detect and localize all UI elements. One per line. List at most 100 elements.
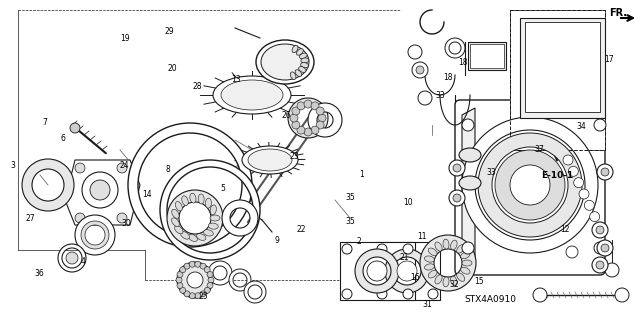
- Text: 13: 13: [230, 75, 241, 84]
- Text: 18: 18: [444, 73, 452, 82]
- Bar: [510, 10, 605, 150]
- Circle shape: [180, 287, 186, 293]
- Circle shape: [615, 288, 629, 302]
- Text: 16: 16: [410, 273, 420, 282]
- Polygon shape: [65, 160, 140, 225]
- Circle shape: [563, 155, 573, 165]
- Ellipse shape: [451, 240, 457, 250]
- Text: 7: 7: [42, 118, 47, 127]
- Wedge shape: [22, 159, 74, 211]
- Ellipse shape: [300, 53, 307, 59]
- Bar: [340, 242, 415, 300]
- Text: 37: 37: [534, 145, 544, 154]
- Circle shape: [573, 178, 584, 188]
- Ellipse shape: [221, 80, 283, 110]
- Ellipse shape: [261, 44, 309, 80]
- Bar: [510, 10, 605, 150]
- Circle shape: [592, 257, 608, 273]
- Circle shape: [297, 102, 305, 110]
- Bar: [468, 42, 506, 70]
- Circle shape: [449, 190, 465, 206]
- Text: 3: 3: [10, 161, 15, 170]
- Wedge shape: [445, 38, 465, 58]
- Wedge shape: [495, 150, 565, 220]
- Ellipse shape: [248, 149, 292, 171]
- Ellipse shape: [242, 146, 298, 174]
- Ellipse shape: [296, 49, 303, 55]
- Ellipse shape: [457, 245, 465, 253]
- Text: 19: 19: [120, 34, 130, 43]
- Ellipse shape: [204, 230, 213, 236]
- Circle shape: [533, 288, 547, 302]
- Text: 29: 29: [164, 27, 175, 36]
- Circle shape: [117, 163, 127, 173]
- Circle shape: [596, 261, 604, 269]
- Circle shape: [90, 180, 110, 200]
- Ellipse shape: [175, 226, 183, 234]
- Circle shape: [177, 262, 213, 298]
- Text: 20: 20: [168, 64, 178, 73]
- Circle shape: [403, 289, 413, 299]
- Circle shape: [207, 271, 213, 278]
- Circle shape: [177, 282, 183, 288]
- Ellipse shape: [175, 202, 182, 211]
- Text: 14: 14: [142, 190, 152, 199]
- Ellipse shape: [301, 63, 308, 68]
- Circle shape: [453, 164, 461, 172]
- Circle shape: [408, 45, 422, 59]
- Circle shape: [184, 263, 190, 269]
- Circle shape: [204, 287, 211, 293]
- Text: 35: 35: [346, 217, 356, 226]
- Circle shape: [189, 261, 195, 267]
- Circle shape: [200, 263, 206, 269]
- Ellipse shape: [459, 176, 481, 190]
- Circle shape: [342, 244, 352, 254]
- Ellipse shape: [435, 275, 442, 284]
- Text: 12: 12: [560, 225, 569, 234]
- Circle shape: [367, 261, 387, 281]
- Circle shape: [412, 62, 428, 78]
- Circle shape: [208, 277, 214, 283]
- Circle shape: [342, 289, 352, 299]
- Circle shape: [566, 246, 578, 258]
- Circle shape: [75, 213, 85, 223]
- Ellipse shape: [428, 248, 437, 256]
- Ellipse shape: [291, 72, 296, 79]
- Wedge shape: [167, 190, 223, 246]
- Text: 21: 21: [400, 253, 409, 262]
- Wedge shape: [128, 123, 252, 247]
- Circle shape: [311, 126, 319, 134]
- Wedge shape: [244, 281, 266, 303]
- Ellipse shape: [462, 260, 472, 266]
- Circle shape: [377, 289, 387, 299]
- Wedge shape: [478, 133, 582, 237]
- Ellipse shape: [301, 58, 309, 63]
- Ellipse shape: [208, 223, 218, 229]
- Text: 5: 5: [220, 184, 225, 193]
- Ellipse shape: [299, 67, 306, 72]
- Wedge shape: [462, 117, 598, 253]
- Circle shape: [189, 293, 195, 299]
- FancyBboxPatch shape: [455, 100, 605, 275]
- Circle shape: [117, 213, 127, 223]
- Ellipse shape: [459, 148, 481, 162]
- Text: STX4A0910: STX4A0910: [464, 295, 516, 305]
- Ellipse shape: [443, 239, 449, 249]
- Wedge shape: [229, 269, 251, 291]
- Bar: [375, 242, 440, 300]
- Wedge shape: [288, 98, 328, 138]
- Ellipse shape: [428, 271, 437, 278]
- Circle shape: [316, 121, 324, 129]
- Circle shape: [195, 293, 201, 299]
- Text: 6: 6: [60, 134, 65, 143]
- Circle shape: [601, 168, 609, 176]
- Wedge shape: [308, 103, 342, 137]
- Circle shape: [594, 242, 606, 254]
- Bar: [470, 44, 504, 68]
- Circle shape: [200, 291, 206, 297]
- Ellipse shape: [256, 40, 314, 84]
- Circle shape: [453, 194, 461, 202]
- Circle shape: [290, 114, 298, 122]
- Circle shape: [462, 242, 474, 254]
- Ellipse shape: [461, 267, 470, 274]
